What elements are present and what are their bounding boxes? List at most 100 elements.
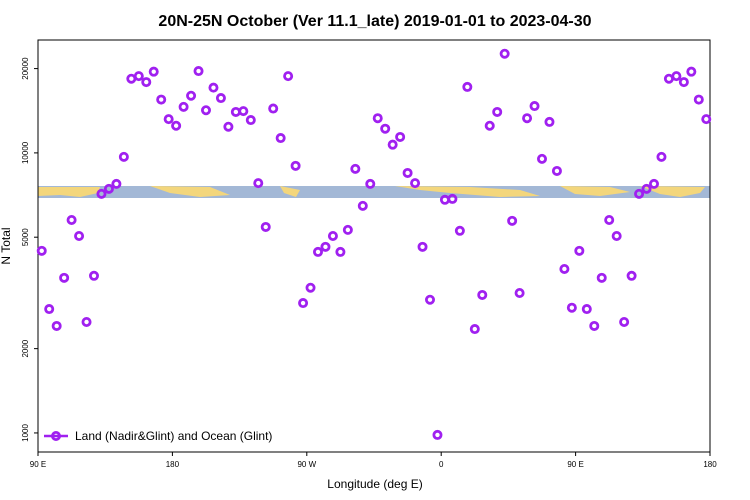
point xyxy=(335,246,346,257)
point xyxy=(156,94,167,105)
point xyxy=(537,153,548,164)
point xyxy=(387,139,398,150)
point xyxy=(410,178,421,189)
point xyxy=(74,230,85,241)
point xyxy=(275,133,286,144)
point xyxy=(649,178,660,189)
point xyxy=(380,123,391,134)
point xyxy=(484,120,495,131)
point xyxy=(81,316,92,327)
x-tick-label: 90 E xyxy=(567,460,583,469)
point xyxy=(604,214,615,225)
point xyxy=(51,320,62,331)
point xyxy=(245,115,256,126)
point xyxy=(253,178,264,189)
point xyxy=(238,106,249,117)
point xyxy=(305,282,316,293)
point xyxy=(133,71,144,82)
point xyxy=(447,193,458,204)
point xyxy=(268,103,279,114)
point xyxy=(320,241,331,252)
point xyxy=(492,106,503,117)
x-tick-label: 90 W xyxy=(297,460,316,469)
point xyxy=(178,101,189,112)
point xyxy=(678,77,689,88)
point xyxy=(111,178,122,189)
point xyxy=(522,113,533,124)
point xyxy=(469,324,480,335)
point xyxy=(171,120,182,131)
point xyxy=(417,241,428,252)
point xyxy=(626,270,637,281)
point xyxy=(186,90,197,101)
point xyxy=(402,167,413,178)
y-tick-label: 10000 xyxy=(21,141,30,164)
point xyxy=(701,114,712,125)
point xyxy=(298,298,309,309)
point xyxy=(671,71,682,82)
point xyxy=(59,272,70,283)
point xyxy=(551,165,562,176)
point xyxy=(619,316,630,327)
y-tick-label: 20000 xyxy=(21,57,30,80)
point xyxy=(462,81,473,92)
y-axis-label: N Total xyxy=(0,227,13,264)
map-strip xyxy=(38,186,710,198)
point xyxy=(372,113,383,124)
point xyxy=(424,294,435,305)
point xyxy=(148,66,159,77)
point xyxy=(200,105,211,116)
point xyxy=(559,263,570,274)
y-tick-label: 5000 xyxy=(21,228,30,246)
point xyxy=(312,246,323,257)
legend-label: Land (Nadir&Glint) and Ocean (Glint) xyxy=(75,429,272,443)
point xyxy=(634,188,645,199)
point xyxy=(163,114,174,125)
point xyxy=(656,151,667,162)
x-tick-label: 90 E xyxy=(30,460,46,469)
point xyxy=(283,71,294,82)
point xyxy=(96,188,107,199)
chart-title: 20N-25N October (Ver 11.1_late) 2019-01-… xyxy=(158,13,591,30)
point xyxy=(365,178,376,189)
point xyxy=(477,289,488,300)
x-axis-label: Longitude (deg E) xyxy=(327,477,422,491)
point xyxy=(89,270,100,281)
point xyxy=(208,82,219,93)
point xyxy=(395,131,406,142)
x-tick-label: 180 xyxy=(703,460,717,469)
point xyxy=(290,160,301,171)
point xyxy=(36,245,47,256)
point xyxy=(454,225,465,236)
point xyxy=(596,272,607,283)
point xyxy=(641,183,652,194)
point xyxy=(118,151,129,162)
point xyxy=(44,304,55,315)
point xyxy=(141,77,152,88)
point xyxy=(693,94,704,105)
point xyxy=(581,304,592,315)
point xyxy=(193,66,204,77)
point xyxy=(589,320,600,331)
point xyxy=(103,183,114,194)
point xyxy=(566,302,577,313)
point xyxy=(544,116,555,127)
point xyxy=(327,230,338,241)
y-tick-label: 2000 xyxy=(21,339,30,357)
point xyxy=(357,200,368,211)
point xyxy=(260,221,271,232)
point xyxy=(611,230,622,241)
x-tick-label: 0 xyxy=(439,460,444,469)
point xyxy=(342,224,353,235)
point xyxy=(432,429,443,440)
point xyxy=(514,288,525,299)
x-tick-label: 180 xyxy=(166,460,180,469)
point xyxy=(507,215,518,226)
point xyxy=(223,121,234,132)
point xyxy=(529,101,540,112)
legend-marker xyxy=(51,430,62,441)
point xyxy=(215,93,226,104)
point xyxy=(350,163,361,174)
point xyxy=(66,214,77,225)
